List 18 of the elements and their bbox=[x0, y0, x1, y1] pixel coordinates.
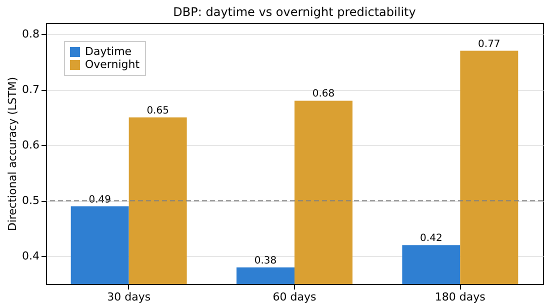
x-tick-label: 30 days bbox=[107, 290, 151, 304]
y-tick-label: 0.4 bbox=[22, 250, 40, 263]
y-tick-label: 0.7 bbox=[22, 83, 40, 96]
chart-title: DBP: daytime vs overnight predictability bbox=[173, 5, 416, 19]
y-tick-label: 0.8 bbox=[22, 28, 40, 41]
data-label: 0.77 bbox=[478, 38, 500, 50]
y-tick-label: 0.6 bbox=[22, 138, 40, 152]
y-tick-label: 0.5 bbox=[22, 194, 40, 208]
legend-label: Daytime bbox=[85, 45, 132, 58]
data-label: 0.65 bbox=[146, 105, 169, 116]
data-label: 0.38 bbox=[254, 255, 277, 266]
legend-label: Overnight bbox=[85, 58, 140, 71]
data-label: 0.68 bbox=[312, 88, 335, 100]
y-axis-title: Directional accuracy (LSTM) bbox=[6, 76, 20, 232]
data-label: 0.42 bbox=[420, 233, 442, 244]
x-tick-label: 60 days bbox=[272, 290, 316, 304]
x-tick-label: 180 days bbox=[434, 290, 486, 304]
data-label: 0.49 bbox=[88, 194, 111, 206]
